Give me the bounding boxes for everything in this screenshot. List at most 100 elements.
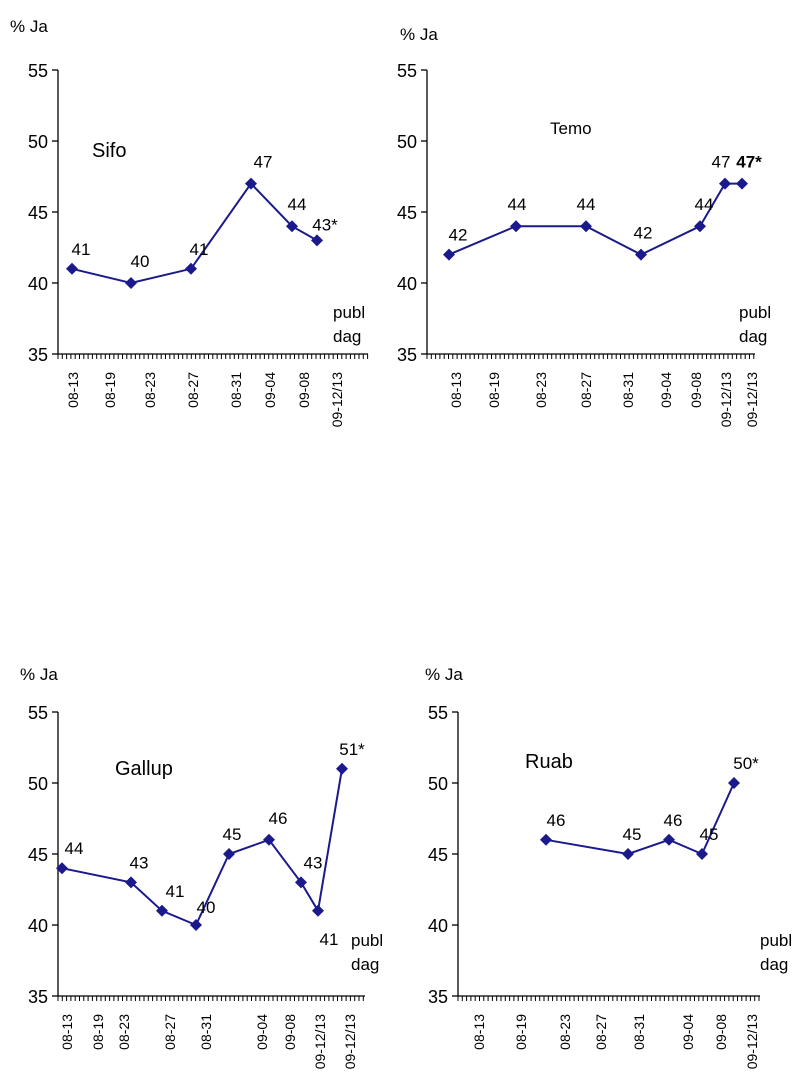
y-axis-label: % Ja [400,25,438,44]
data-point-marker [223,848,235,860]
x-tick-label: 09-12/13 [342,1014,358,1069]
x-tick-label: 09-08 [282,1014,298,1050]
x-tick-label: 09-04 [658,372,674,408]
x-axis-note: publ [739,303,771,322]
data-point-marker [66,262,78,275]
x-tick-label: 09-04 [680,1014,696,1050]
data-label: 44 [65,839,84,858]
y-tick-label: 50 [397,132,417,152]
data-label: 51* [339,740,365,759]
x-tick-label: 08-23 [116,1014,132,1050]
chart-title: Temo [550,119,592,138]
data-label: 46 [269,809,288,828]
x-tick-label: 08-13 [59,1014,75,1050]
x-tick-label: 09-04 [262,372,278,408]
data-label: 46 [664,811,683,830]
data-point-marker [728,777,740,789]
data-label: 41 [166,882,185,901]
chart-title: Gallup [115,758,173,780]
data-label: 43 [130,853,149,872]
data-point-marker [312,904,324,917]
x-tick-label: 09-12/13 [744,372,760,427]
data-point-marker [443,248,455,261]
y-axis-label: % Ja [10,17,48,36]
y-tick-label: 40 [28,916,48,936]
x-tick-label: 09-08 [688,372,704,408]
data-point-marker [56,862,68,875]
data-label: 50* [733,754,759,773]
data-label: 44 [508,195,527,214]
x-tick-label: 08-19 [102,372,118,408]
y-axis-label: % Ja [425,665,463,684]
y-tick-label: 40 [428,916,448,936]
data-label: 45 [700,825,719,844]
data-label: 44 [577,195,596,214]
x-tick-label: 08-23 [533,372,549,408]
data-point-marker [580,220,592,233]
data-point-marker [663,833,675,846]
y-tick-label: 45 [28,203,48,223]
y-tick-label: 35 [397,345,417,365]
data-label: 43 [304,853,323,872]
x-tick-label: 08-19 [513,1014,529,1050]
data-label: 40 [197,898,216,917]
series-line [71,182,318,285]
data-label: 43* [312,215,338,234]
x-tick-label: 08-27 [593,1014,609,1050]
y-tick-label: 35 [28,345,48,365]
x-tick-label: 08-13 [448,372,464,408]
y-tick-label: 55 [428,703,448,723]
chart-panel-sifo: % Ja 35 40 45 50 55 08-13 08-19 08-23 08-27 08-31 0… [10,17,369,427]
data-label: 45 [223,825,242,844]
y-tick-label: 50 [428,774,448,794]
x-axis-note: dag [739,327,767,346]
y-tick-label: 50 [28,132,48,152]
y-tick-label: 35 [428,987,448,1007]
x-axis-note: publ [351,931,383,950]
x-tick-label: 08-31 [228,372,244,408]
y-tick-label: 45 [28,845,48,865]
y-tick-label: 50 [28,774,48,794]
y-tick-label: 55 [28,61,48,81]
y-tick-label: 55 [28,703,48,723]
data-label: 47 [712,153,731,172]
x-axis-note: dag [351,955,379,974]
data-label: 41 [320,930,339,949]
data-point-marker [190,919,202,931]
data-label: 44 [288,195,307,214]
data-point-marker [622,848,634,860]
data-point-marker [736,177,748,190]
data-point-marker [336,762,348,775]
x-tick-label: 08-31 [631,1014,647,1050]
data-label: 40 [131,252,150,271]
chart-panel-ruab: % Ja 35 40 45 50 55 08-13 08-19 08-23 08-27 08-31 0… [425,665,792,1069]
x-tick-label: 08-31 [620,372,636,408]
x-tick-label: 08-13 [65,372,81,408]
y-tick-label: 55 [397,61,417,81]
x-tick-label: 09-04 [254,1014,270,1050]
data-point-marker [635,248,647,261]
y-tick-label: 40 [397,274,417,294]
x-axis-note: publ [760,931,792,950]
y-tick-label: 40 [28,274,48,294]
data-label: 46 [547,811,566,830]
data-label: 42 [449,226,468,245]
x-tick-label: 09-12/13 [744,1014,760,1069]
x-tick-label: 08-19 [90,1014,106,1050]
x-tick-label: 08-23 [142,372,158,408]
data-point-marker [156,904,168,917]
data-point-marker [311,234,323,247]
y-tick-label: 45 [397,203,417,223]
x-axis-note: dag [333,327,361,346]
data-label: 45 [623,825,642,844]
data-point-marker [125,277,137,289]
data-point-marker [696,848,708,860]
chart-panel-temo: % Ja 35 40 45 50 55 08-13 08-19 08-23 08-27 08-31 0… [397,25,771,427]
x-tick-label: 08-19 [486,372,502,408]
x-tick-label: 08-27 [162,1014,178,1050]
x-axis-note: dag [760,955,788,974]
data-point-marker [694,220,706,233]
x-tick-label: 08-27 [578,372,594,408]
chart-title: Sifo [92,140,126,162]
